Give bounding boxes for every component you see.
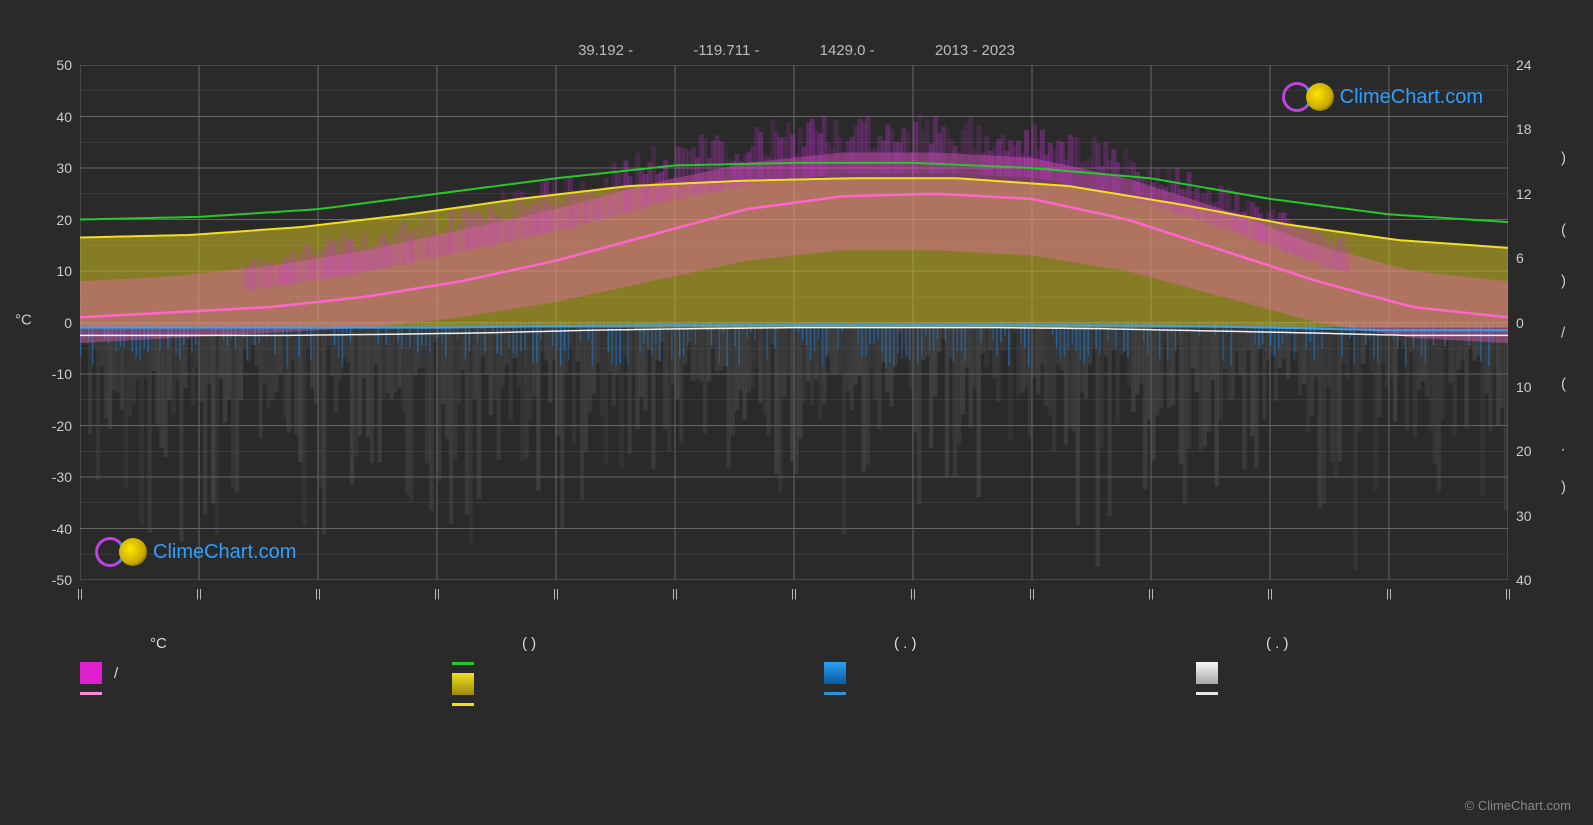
legend-col-snow: ( . ) [1196,635,1508,714]
chart-svg [80,65,1508,580]
legend-header: ( . ) [1266,635,1508,652]
legend-header: ( ) [522,635,764,652]
year-range: 2013 - 2023 [935,42,1015,59]
y-axis-right: 2418126010203040 [1508,65,1548,580]
legend-line-blue [824,692,846,695]
y-axis-left-title: °C [15,312,32,329]
brand-name: ClimeChart.com [153,541,296,564]
copyright-text: © ClimeChart.com [1465,798,1571,813]
chart-plot-area [80,65,1508,580]
legend-header: °C [150,635,392,652]
legend-swatch-yellow [452,673,474,695]
logo-sun-icon [1306,83,1334,111]
legend: °C / ( ) ( . ) ( . ) [80,635,1508,726]
brand-logo-bottom: ClimeChart.com [95,537,296,567]
legend-col-rain: ( . ) [824,635,1136,714]
legend-line-yellow [452,703,474,706]
legend-header: ( . ) [894,635,1136,652]
legend-swatch-magenta [80,662,102,684]
legend-line-white [1196,692,1218,695]
legend-col-temperature: °C / [80,635,392,714]
station-metadata: 39.192 - -119.711 - 1429.0 - 2013 - 2023 [0,42,1593,59]
legend-swatch-white [1196,662,1218,684]
brand-name: ClimeChart.com [1340,86,1483,109]
longitude: -119.711 - [693,42,759,59]
legend-label: / [114,665,118,682]
logo-sun-icon [119,538,147,566]
legend-line-green [452,662,474,665]
legend-col-sunlight: ( ) [452,635,764,714]
legend-line-pink [80,692,102,695]
elevation: 1429.0 - [820,42,875,59]
x-axis-months: |||||||||||||||||||||||||| [80,588,1508,608]
y-axis-right-units: )()/(.) [1561,65,1581,580]
latitude: 39.192 - [578,42,633,59]
legend-swatch-blue [824,662,846,684]
climate-chart-container: 39.192 - -119.711 - 1429.0 - 2013 - 2023… [0,0,1593,825]
y-axis-left: 50403020100-10-20-30-40-50 [40,65,80,580]
brand-logo-top: ClimeChart.com [1282,82,1483,112]
